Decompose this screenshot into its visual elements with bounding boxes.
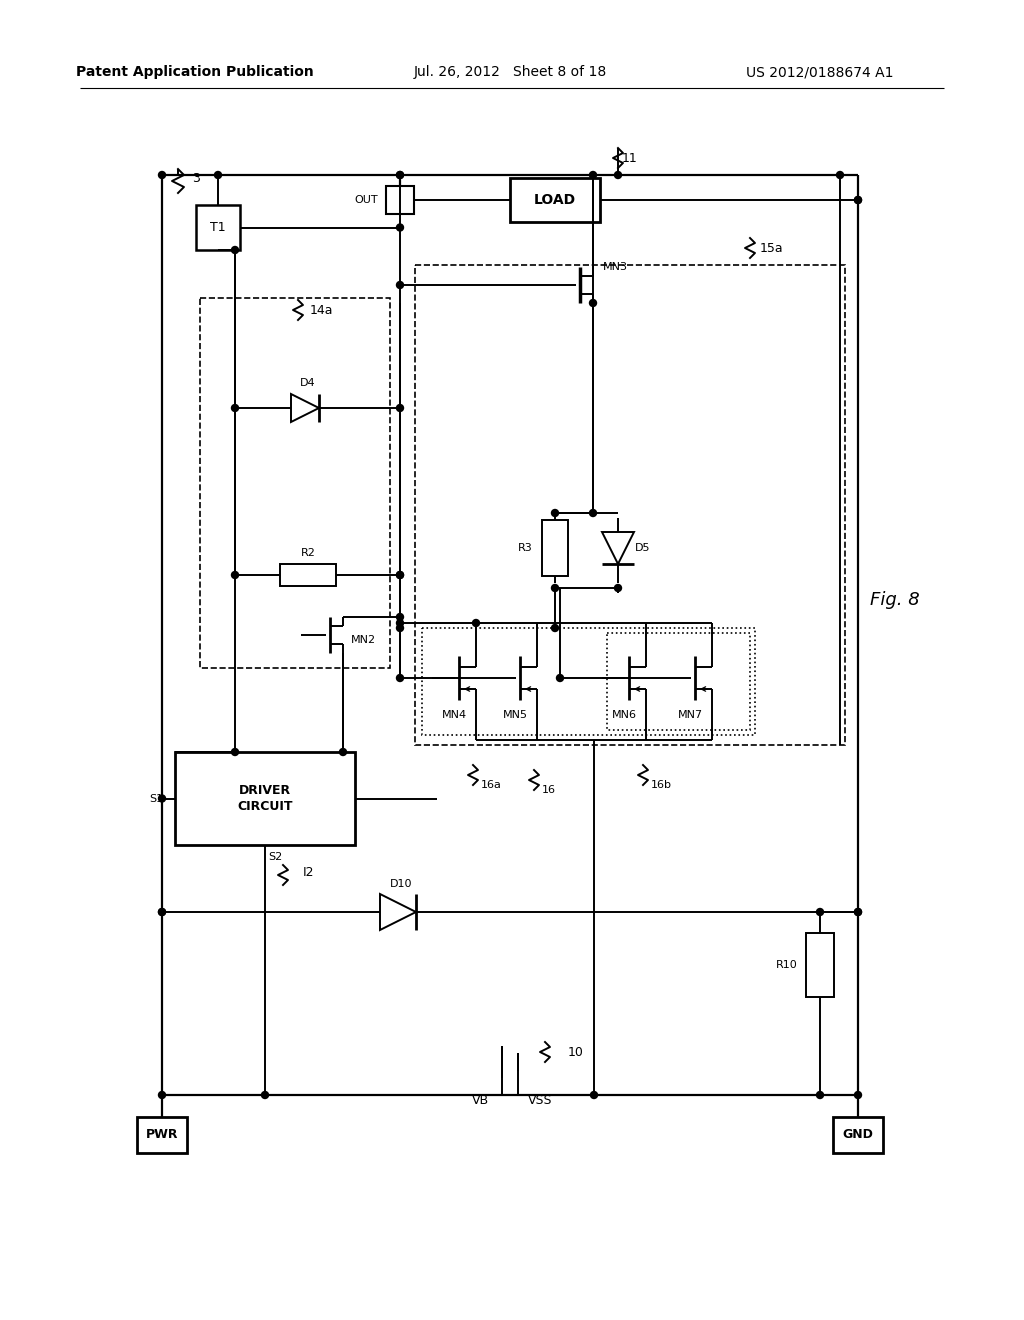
Text: Patent Application Publication: Patent Application Publication bbox=[76, 65, 314, 79]
Circle shape bbox=[614, 172, 622, 178]
Text: 16: 16 bbox=[542, 785, 556, 795]
Circle shape bbox=[590, 172, 597, 178]
Circle shape bbox=[396, 281, 403, 289]
Circle shape bbox=[591, 1092, 597, 1098]
Circle shape bbox=[396, 172, 403, 178]
Circle shape bbox=[590, 300, 597, 306]
Bar bbox=[415, 265, 845, 744]
Polygon shape bbox=[291, 393, 319, 422]
Circle shape bbox=[854, 197, 861, 203]
Circle shape bbox=[552, 624, 558, 631]
Text: Fig. 8: Fig. 8 bbox=[870, 591, 920, 609]
Text: VB: VB bbox=[471, 1093, 488, 1106]
Circle shape bbox=[854, 908, 861, 916]
Text: VSS: VSS bbox=[527, 1093, 552, 1106]
Circle shape bbox=[396, 572, 403, 578]
Circle shape bbox=[396, 619, 403, 627]
Circle shape bbox=[552, 510, 558, 516]
Bar bbox=[806, 933, 834, 997]
Bar bbox=[137, 1117, 187, 1152]
Circle shape bbox=[159, 1092, 166, 1098]
Circle shape bbox=[340, 748, 346, 755]
Text: 16b: 16b bbox=[651, 780, 672, 789]
Circle shape bbox=[614, 585, 622, 591]
Text: D10: D10 bbox=[390, 879, 413, 888]
Text: T1: T1 bbox=[210, 220, 226, 234]
Text: MN7: MN7 bbox=[678, 710, 702, 719]
Bar bbox=[422, 628, 755, 735]
Circle shape bbox=[854, 1092, 861, 1098]
Circle shape bbox=[231, 572, 239, 578]
Circle shape bbox=[590, 510, 597, 516]
Circle shape bbox=[396, 614, 403, 620]
Bar bbox=[542, 520, 568, 576]
Bar bbox=[200, 298, 390, 668]
Circle shape bbox=[231, 247, 239, 253]
Circle shape bbox=[556, 675, 563, 681]
Circle shape bbox=[159, 908, 166, 916]
Circle shape bbox=[854, 908, 861, 916]
Bar bbox=[510, 178, 600, 222]
Text: MN4: MN4 bbox=[441, 710, 467, 719]
Bar bbox=[386, 186, 414, 214]
Text: 14a: 14a bbox=[310, 304, 334, 317]
Text: CIRCUIT: CIRCUIT bbox=[238, 800, 293, 813]
Text: D5: D5 bbox=[635, 543, 650, 553]
Bar bbox=[607, 634, 750, 730]
Circle shape bbox=[396, 624, 403, 631]
Bar bbox=[833, 1117, 883, 1152]
Text: D4: D4 bbox=[300, 378, 315, 388]
Text: 11: 11 bbox=[622, 152, 638, 165]
Circle shape bbox=[552, 585, 558, 591]
Circle shape bbox=[214, 172, 221, 178]
Text: Jul. 26, 2012   Sheet 8 of 18: Jul. 26, 2012 Sheet 8 of 18 bbox=[414, 65, 606, 79]
Circle shape bbox=[231, 748, 239, 755]
Text: MN5: MN5 bbox=[503, 710, 527, 719]
Text: OUT: OUT bbox=[354, 195, 378, 205]
Text: MN3: MN3 bbox=[603, 261, 628, 272]
Text: 3: 3 bbox=[193, 173, 200, 186]
Circle shape bbox=[396, 675, 403, 681]
Text: R2: R2 bbox=[301, 548, 315, 558]
Circle shape bbox=[159, 908, 166, 916]
Text: PWR: PWR bbox=[145, 1129, 178, 1142]
Text: MN2: MN2 bbox=[351, 635, 376, 645]
Text: US 2012/0188674 A1: US 2012/0188674 A1 bbox=[746, 65, 894, 79]
Text: 10: 10 bbox=[568, 1045, 584, 1059]
Circle shape bbox=[816, 908, 823, 916]
Bar bbox=[280, 564, 336, 586]
Circle shape bbox=[396, 404, 403, 412]
Circle shape bbox=[472, 619, 479, 627]
Circle shape bbox=[159, 172, 166, 178]
Bar bbox=[175, 752, 355, 845]
Circle shape bbox=[231, 404, 239, 412]
Circle shape bbox=[396, 572, 403, 578]
Text: S1: S1 bbox=[148, 793, 163, 804]
Bar bbox=[196, 205, 240, 249]
Text: 16a: 16a bbox=[481, 780, 502, 789]
Circle shape bbox=[837, 172, 844, 178]
Text: GND: GND bbox=[843, 1129, 873, 1142]
Polygon shape bbox=[380, 894, 416, 931]
Circle shape bbox=[396, 172, 403, 178]
Text: S2: S2 bbox=[268, 851, 283, 862]
Circle shape bbox=[159, 795, 166, 803]
Circle shape bbox=[816, 1092, 823, 1098]
Text: 15a: 15a bbox=[760, 242, 783, 255]
Text: LOAD: LOAD bbox=[534, 193, 577, 207]
Circle shape bbox=[854, 197, 861, 203]
Circle shape bbox=[261, 1092, 268, 1098]
Text: I2: I2 bbox=[303, 866, 314, 879]
Polygon shape bbox=[602, 532, 634, 564]
Text: R10: R10 bbox=[776, 960, 798, 970]
Circle shape bbox=[396, 224, 403, 231]
Text: DRIVER: DRIVER bbox=[239, 784, 291, 797]
Text: R3: R3 bbox=[518, 543, 534, 553]
Text: MN6: MN6 bbox=[611, 710, 637, 719]
